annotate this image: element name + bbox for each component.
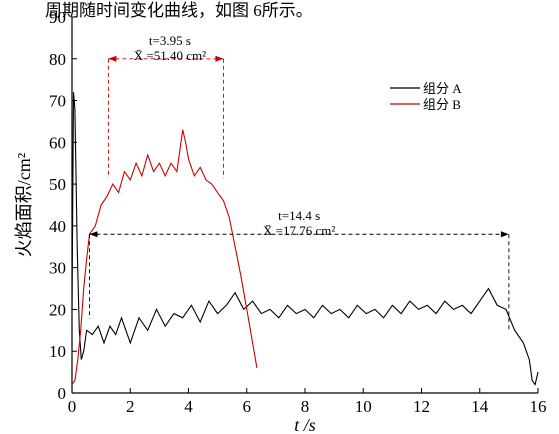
x-tick-label: 8 [301, 397, 310, 416]
y-tick-label: 0 [58, 384, 67, 403]
annotation-mean: X̄ =17.76 cm² [263, 223, 335, 238]
x-tick-label: 0 [68, 397, 77, 416]
y-tick-label: 50 [49, 175, 66, 194]
y-tick-label: 70 [49, 92, 66, 111]
plot-area: 0 10 20 30 40 50 60 70 80 90 0 2 4 6 8 10 12 14 16 t /s 火焰面积… [14, 8, 547, 434]
x-tick-label: 6 [243, 397, 252, 416]
x-tick-label: 12 [413, 397, 430, 416]
annotation-arrow [108, 55, 117, 62]
y-tick-label: 40 [49, 217, 66, 236]
x-tick-label: 14 [471, 397, 489, 416]
x-axis-title: t /s [294, 415, 316, 434]
series-line-b [71, 129, 258, 385]
x-tick-label: 2 [126, 397, 135, 416]
caption-fragment: 周期随时间变化曲线，如图 6所示。 [45, 1, 313, 20]
annotation-duration: t=3.95 s [149, 33, 191, 48]
y-tick-label: 60 [49, 133, 66, 152]
legend-entry: 组分 B [423, 97, 461, 112]
y-tick-label: 10 [49, 342, 66, 361]
x-tick-label: 16 [530, 397, 547, 416]
x-tick-label: 10 [355, 397, 372, 416]
annotation-duration: t=14.4 s [278, 208, 320, 223]
y-axis-title: 火焰面积/cm² [14, 153, 34, 257]
series-line-a [71, 92, 539, 386]
annotation-arrow [500, 231, 509, 238]
annotation-mean: X̄ =51.40 cm² [134, 48, 206, 63]
annotation-arrow [215, 55, 224, 62]
x-tick-label: 4 [184, 397, 193, 416]
y-tick-label: 80 [49, 50, 66, 69]
y-tick-label: 90 [49, 8, 66, 27]
legend-entry: 组分 A [423, 81, 462, 96]
y-tick-label: 30 [49, 259, 66, 278]
annotation-arrow [89, 231, 98, 238]
y-tick-label: 20 [49, 300, 66, 319]
